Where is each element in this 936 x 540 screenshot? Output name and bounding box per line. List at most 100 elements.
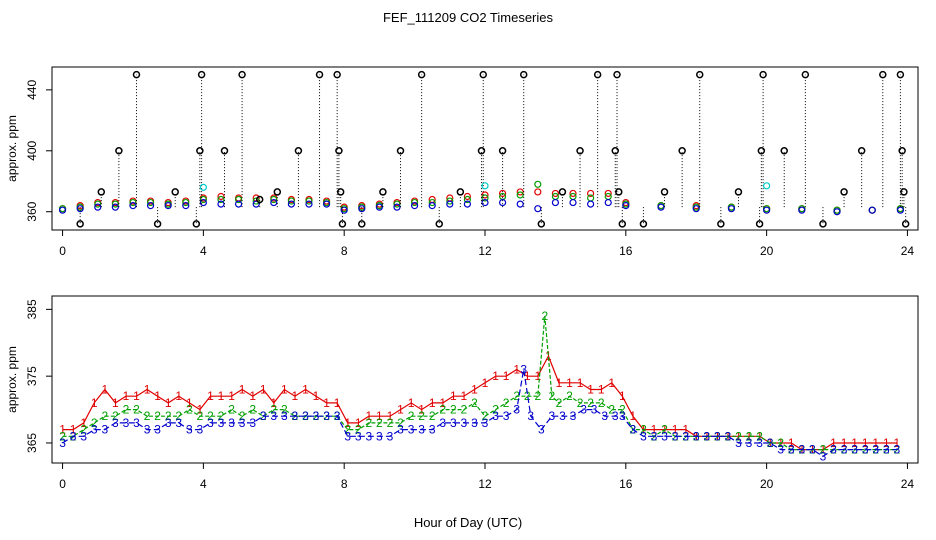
series-marker: 1 xyxy=(218,389,225,403)
series-marker: 3 xyxy=(249,416,256,430)
series-marker: 1 xyxy=(228,389,235,403)
series-marker: 1 xyxy=(439,396,446,410)
outlier-point xyxy=(153,220,162,228)
series-marker: 1 xyxy=(820,443,827,457)
series-marker: 3 xyxy=(503,409,510,423)
series-marker: 3 xyxy=(714,429,721,443)
series-marker: 1 xyxy=(323,396,330,410)
x-tick-label: 24 xyxy=(901,477,915,491)
series-marker: 3 xyxy=(91,423,98,437)
series-marker: 1 xyxy=(841,436,848,450)
series-marker: 1 xyxy=(101,383,108,397)
series-marker: 3 xyxy=(239,416,246,430)
data-point xyxy=(146,198,155,207)
series-marker: 3 xyxy=(408,423,415,437)
series-marker: 1 xyxy=(239,383,246,397)
outlier-point xyxy=(759,70,767,79)
series-marker: 3 xyxy=(471,416,478,430)
data-point xyxy=(129,202,137,210)
series-marker: 2 xyxy=(450,403,457,417)
series-marker: 3 xyxy=(619,409,626,423)
series-marker: 3 xyxy=(154,423,161,437)
outlier-point xyxy=(132,70,141,79)
series-marker: 1 xyxy=(260,383,267,397)
outlier-point xyxy=(519,70,528,79)
outlier-point xyxy=(757,147,766,155)
data-point xyxy=(569,198,577,207)
series-marker: 1 xyxy=(862,436,869,450)
outlier-point xyxy=(593,70,602,79)
data-point xyxy=(463,200,471,208)
series-marker: 3 xyxy=(820,449,827,463)
data-point xyxy=(410,202,419,210)
outlier-point xyxy=(896,70,905,79)
series-marker: 3 xyxy=(527,409,534,423)
series-marker: 2 xyxy=(197,409,204,423)
series-marker: 1 xyxy=(59,423,66,437)
data-point xyxy=(305,197,313,205)
series-marker: 1 xyxy=(281,383,288,397)
series-marker: 1 xyxy=(872,436,879,450)
data-point xyxy=(446,197,454,205)
data-point xyxy=(58,206,67,214)
series-marker: 2 xyxy=(112,409,119,423)
series-marker: 2 xyxy=(577,396,584,410)
series-marker: 3 xyxy=(302,409,309,423)
outlier-point xyxy=(171,188,179,196)
y-axis-label: approx. ppm xyxy=(5,115,19,182)
series-marker: 2 xyxy=(59,429,66,443)
data-point xyxy=(270,195,278,204)
series-marker: 3 xyxy=(397,423,404,437)
y-tick-label: 440 xyxy=(25,80,39,100)
series-marker: 1 xyxy=(154,389,161,403)
series-marker: 3 xyxy=(651,429,658,443)
series-marker: 2 xyxy=(556,396,563,410)
series-marker: 3 xyxy=(218,416,225,430)
series-marker: 3 xyxy=(197,423,204,437)
series-marker: 2 xyxy=(492,403,499,417)
data-point xyxy=(129,198,137,207)
x-tick-label: 16 xyxy=(619,477,633,491)
series-marker: 3 xyxy=(429,423,436,437)
series-marker: 2 xyxy=(80,423,87,437)
outlier-point xyxy=(220,147,229,155)
data-point xyxy=(94,203,102,211)
series-marker: 3 xyxy=(693,429,700,443)
series-marker: 1 xyxy=(503,369,510,383)
series-marker: 2 xyxy=(461,403,468,417)
series-marker: 1 xyxy=(619,389,626,403)
series-marker: 3 xyxy=(872,443,879,457)
series-marker: 2 xyxy=(355,423,362,437)
data-point xyxy=(111,200,119,208)
data-point xyxy=(604,189,612,198)
data-point xyxy=(481,182,489,190)
data-point xyxy=(252,200,260,208)
outlier-point xyxy=(197,70,206,79)
data-point xyxy=(287,197,295,205)
data-point xyxy=(428,202,436,210)
data-point xyxy=(604,198,612,207)
series-marker: 1 xyxy=(344,416,351,430)
series-marker: 2 xyxy=(154,409,161,423)
series-marker: 2 xyxy=(851,443,858,457)
series-marker: 1 xyxy=(534,369,541,383)
data-point xyxy=(551,189,560,198)
series-marker: 1 xyxy=(70,423,77,437)
x-tick-label: 8 xyxy=(341,244,348,258)
series-marker: 3 xyxy=(767,436,774,450)
y-tick-label: 375 xyxy=(25,366,39,386)
series-marker: 2 xyxy=(101,409,108,423)
series-marker: 1 xyxy=(91,396,98,410)
outlier-point xyxy=(840,188,848,196)
outlier-point xyxy=(294,147,303,155)
series-marker: 1 xyxy=(186,396,193,410)
series-marker: 1 xyxy=(587,383,594,397)
series-marker: 3 xyxy=(144,423,151,437)
data-point xyxy=(393,200,401,208)
outlier-point xyxy=(196,147,204,155)
series-marker: 2 xyxy=(651,429,658,443)
outlier-point xyxy=(358,220,366,228)
series-marker: 2 xyxy=(820,443,827,457)
series-marker: 2 xyxy=(524,389,531,403)
series-marker: 1 xyxy=(270,396,277,410)
